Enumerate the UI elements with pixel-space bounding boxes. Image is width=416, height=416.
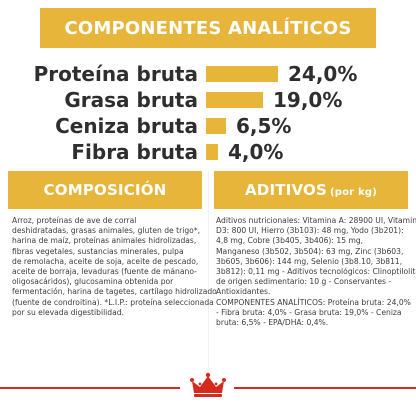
analytics-label: Grasa bruta [64, 88, 198, 112]
analytics-bar [206, 118, 226, 134]
footer-rule-left [0, 387, 180, 389]
additives-line: D3: 800 UI, Hierro (3b103): 48 mg, Yodo … [216, 226, 404, 236]
composition-line: Arroz, proteínas de ave de corral [12, 216, 137, 225]
composition-line: deshidratadas, grasas animales, gluten d… [12, 226, 201, 236]
column-divider [208, 171, 209, 371]
composition-line: por su elevada digestibilidad. [12, 307, 124, 317]
composition-line: fermentación, harina de tagetes, cartíla… [12, 287, 217, 297]
additives-line: 3b605, 3b606): 144 mg, Selenio (3b8.10, … [216, 256, 403, 266]
additives-title-suffix: (por kg) [329, 186, 377, 198]
analytics-title: COMPONENTES ANALÍTICOS [64, 17, 352, 39]
footer-rule-right [234, 387, 416, 389]
additives-line: Antioxidantes. [216, 287, 271, 297]
analytics-value: 4,0% [228, 140, 284, 164]
composition-line: fibras vegetales, sustancias minerales, … [12, 246, 184, 256]
analytics-label: Fibra bruta [71, 140, 198, 164]
analytics-value: 24,0% [288, 62, 358, 86]
analytics-row: Fibra bruta 4,0% [0, 139, 416, 165]
composition-line: de remolacha, aceite de soja, aceite de … [12, 256, 199, 266]
additives-line: 4,8 mg, Cobre (3b405, 3b406): 15 mg, [216, 236, 364, 246]
additives-line: de origen sedimentario: 10 g - Conservan… [216, 277, 392, 287]
analytics-header: COMPONENTES ANALÍTICOS [40, 8, 376, 48]
additives-line: bruta: 6,5% - EPA/DHA: 0,4%. [216, 318, 329, 328]
additives-line: COMPONENTES ANALÍTICOS: Proteína bruta: … [216, 297, 411, 307]
composition-text: Arroz, proteínas de ave de corral deshid… [12, 216, 217, 318]
additives-title: ADITIVOS [245, 181, 327, 199]
additives-line: Manganeso (3b502, 3b504): 63 mg, Zinc (3… [216, 246, 404, 256]
additives-line: 3b812): 0,11 mg - Aditivos tecnológicos:… [216, 267, 416, 277]
analytics-row: Ceniza bruta 6,5% [0, 113, 416, 139]
analytics-value: 19,0% [273, 88, 343, 112]
composition-line: (fuente de condroitina). *L.I.P.: proteí… [12, 297, 214, 307]
composition-line: aceite de borraja, levaduras (fuente de … [12, 267, 197, 277]
analytics-bar [206, 66, 278, 82]
composition-title: COMPOSICIÓN [43, 181, 167, 199]
composition-line: harina de maíz, proteínas animales hidro… [12, 236, 197, 246]
analytics-value: 6,5% [236, 114, 292, 138]
composition-header: COMPOSICIÓN [8, 171, 202, 209]
additives-header: ADITIVOS (por kg) [214, 171, 408, 209]
analytics-row: Grasa bruta 19,0% [0, 87, 416, 113]
composition-line: oligosacáridos), glucosamina obtenida po… [12, 277, 174, 287]
analytics-bar [206, 92, 263, 108]
analytics-label: Proteína bruta [33, 62, 198, 86]
additives-line: Aditivos nutricionales: Vitamina A: 2890… [216, 216, 416, 225]
analytics-row: Proteína bruta 24,0% [0, 61, 416, 87]
analytics-bar [206, 144, 218, 160]
crown-icon [190, 372, 226, 397]
additives-line: - Fibra bruta: 4,0% - Grasa bruta: 19,0%… [216, 307, 402, 317]
analytics-label: Ceniza bruta [55, 114, 198, 138]
additives-text: Aditivos nutricionales: Vitamina A: 2890… [216, 216, 416, 328]
